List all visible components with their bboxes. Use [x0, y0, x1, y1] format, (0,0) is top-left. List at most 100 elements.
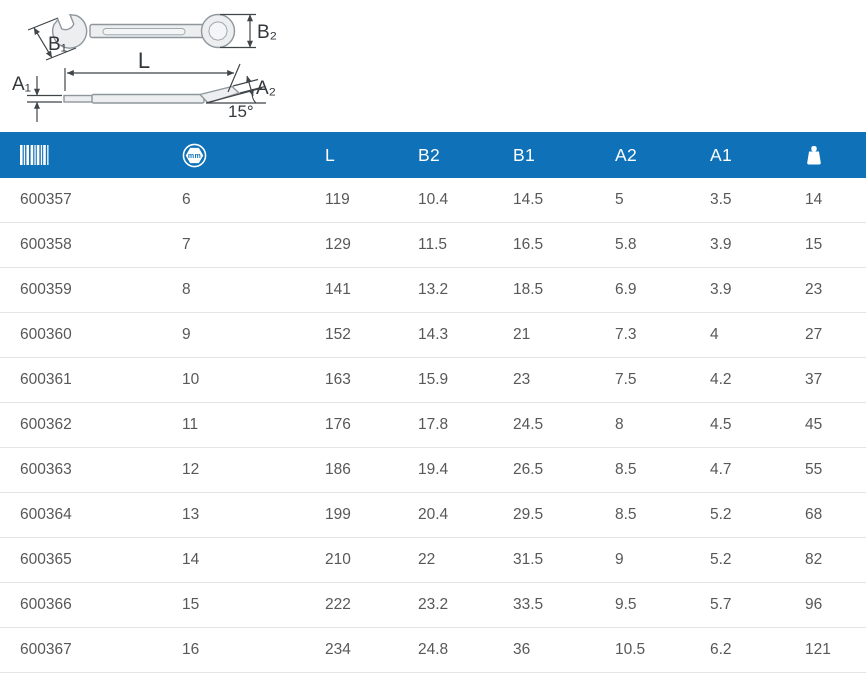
table-cell: 163 — [325, 371, 351, 388]
table-cell: 5.8 — [615, 236, 637, 253]
table-cell: 8.5 — [615, 506, 637, 523]
table-cell: 11 — [182, 416, 199, 433]
table-cell: 23 — [805, 281, 823, 298]
table-cell: 11.5 — [418, 236, 448, 253]
table-cell: 8.5 — [615, 461, 637, 478]
table-cell: 17.8 — [418, 416, 449, 433]
table-cell: 222 — [325, 596, 351, 613]
dim-label-b2: B₂ — [257, 22, 277, 43]
table-cell: 33.5 — [513, 596, 544, 613]
table-row: 600361 10 163 15.9 23 7.5 4.2 37 — [0, 358, 866, 403]
table-cell: 4 — [710, 326, 719, 343]
table-cell: 6 — [182, 191, 191, 208]
table-cell: 600361 — [20, 371, 72, 388]
table-cell: 10.5 — [615, 641, 646, 658]
table-cell: 6.9 — [615, 281, 637, 298]
header-weight — [785, 145, 866, 166]
table-cell: 22 — [418, 551, 436, 568]
table-cell: 4.5 — [710, 416, 732, 433]
weight-icon — [807, 145, 821, 164]
table-cell: 119 — [325, 191, 350, 208]
table-cell: 210 — [325, 551, 351, 568]
table-row: 600357 6 119 10.4 14.5 5 3.5 14 — [0, 178, 866, 223]
table-cell: 10 — [182, 371, 200, 388]
table-cell: 4.7 — [710, 461, 732, 478]
table-cell: 18.5 — [513, 281, 544, 298]
header-b1: B1 — [513, 144, 536, 165]
header-a1: A1 — [710, 144, 733, 165]
table-cell: 7.5 — [615, 371, 637, 388]
side-view-dimensions: L A₁ A₂ 15° — [12, 48, 276, 122]
dim-label-b1: B₁ — [48, 34, 67, 55]
table-cell: 3.5 — [710, 191, 732, 208]
table-cell: 5 — [615, 191, 624, 208]
table-header: mm L B2 B1 A2 A1 — [0, 132, 866, 178]
table-cell: 7.3 — [615, 326, 637, 343]
table-cell: 121 — [805, 641, 831, 658]
table-cell: 96 — [805, 596, 823, 613]
table-cell: 600366 — [20, 596, 72, 613]
table-cell: 600360 — [20, 326, 72, 343]
table-cell: 36 — [513, 641, 531, 658]
table-cell: 600359 — [20, 281, 72, 298]
table-cell: 20.4 — [418, 506, 449, 523]
table-body: 600357 6 119 10.4 14.5 5 3.5 14 600358 7 129 11.5 16… — [0, 178, 866, 673]
header-code — [0, 145, 162, 165]
table-cell: 5.2 — [710, 551, 732, 568]
table-cell: 3.9 — [710, 236, 732, 253]
table-cell: 10.4 — [418, 191, 449, 208]
table-cell: 8 — [182, 281, 191, 298]
table-cell: 14 — [182, 551, 200, 568]
table-cell: 4.2 — [710, 371, 732, 388]
top-view-dimensions: B₁ B₂ — [27, 13, 277, 61]
table-cell: 14 — [805, 191, 823, 208]
header-b2: B2 — [418, 144, 441, 165]
table-cell: 9.5 — [615, 596, 637, 613]
table-cell: 55 — [805, 461, 823, 478]
table-cell: 600358 — [20, 236, 72, 253]
table-cell: 68 — [805, 506, 823, 523]
wrench-top-view — [51, 13, 236, 49]
table-cell: 5.2 — [710, 506, 732, 523]
table-row: 600360 9 152 14.3 21 7.3 4 27 — [0, 313, 866, 358]
size-mm-icon-text: mm — [188, 152, 201, 160]
table-cell: 24.5 — [513, 416, 544, 433]
size-mm-icon: mm — [182, 143, 207, 167]
table-row: 600366 15 222 23.2 33.5 9.5 5.7 96 — [0, 583, 866, 628]
table-cell: 23 — [513, 371, 531, 388]
table-row: 600358 7 129 11.5 16.5 5.8 3.9 15 — [0, 223, 866, 268]
wrench-diagram: B₁ B₂ L A₁ A₂ — [12, 13, 277, 122]
table-cell: 14.3 — [418, 326, 449, 343]
table-cell: 176 — [325, 416, 351, 433]
table-row: 600364 13 199 20.4 29.5 8.5 5.2 68 — [0, 493, 866, 538]
table-row: 600362 11 176 17.8 24.5 8 4.5 45 — [0, 403, 866, 448]
table-cell: 26.5 — [513, 461, 544, 478]
table-cell: 152 — [325, 326, 351, 343]
table-cell: 7 — [182, 236, 191, 253]
table-cell: 23.2 — [418, 596, 449, 613]
table-row: 600367 16 234 24.8 36 10.5 6.2 121 — [0, 628, 866, 673]
spec-table: mm L B2 B1 A2 A1 600357 6 119 10.4 14.5 5 3.5 1… — [0, 132, 866, 673]
table-cell: 31.5 — [513, 551, 544, 568]
table-cell: 600362 — [20, 416, 72, 433]
dim-label-a2: A₂ — [256, 78, 276, 99]
table-cell: 16 — [182, 641, 200, 658]
table-cell: 15 — [805, 236, 823, 253]
table-cell: 12 — [182, 461, 200, 478]
table-cell: 600357 — [20, 191, 72, 208]
table-cell: 6.2 — [710, 641, 732, 658]
table-cell: 600364 — [20, 506, 72, 523]
table-cell: 3.9 — [710, 281, 732, 298]
table-cell: 27 — [805, 326, 823, 343]
table-cell: 141 — [325, 281, 351, 298]
table-cell: 8 — [615, 416, 624, 433]
table-cell: 16.5 — [513, 236, 544, 253]
dim-label-a1: A₁ — [12, 74, 31, 95]
table-cell: 37 — [805, 371, 823, 388]
table-cell: 129 — [325, 236, 351, 253]
header-a2: A2 — [615, 144, 638, 165]
table-cell: 13 — [182, 506, 200, 523]
table-cell: 9 — [615, 551, 624, 568]
header-size: mm — [162, 143, 305, 168]
